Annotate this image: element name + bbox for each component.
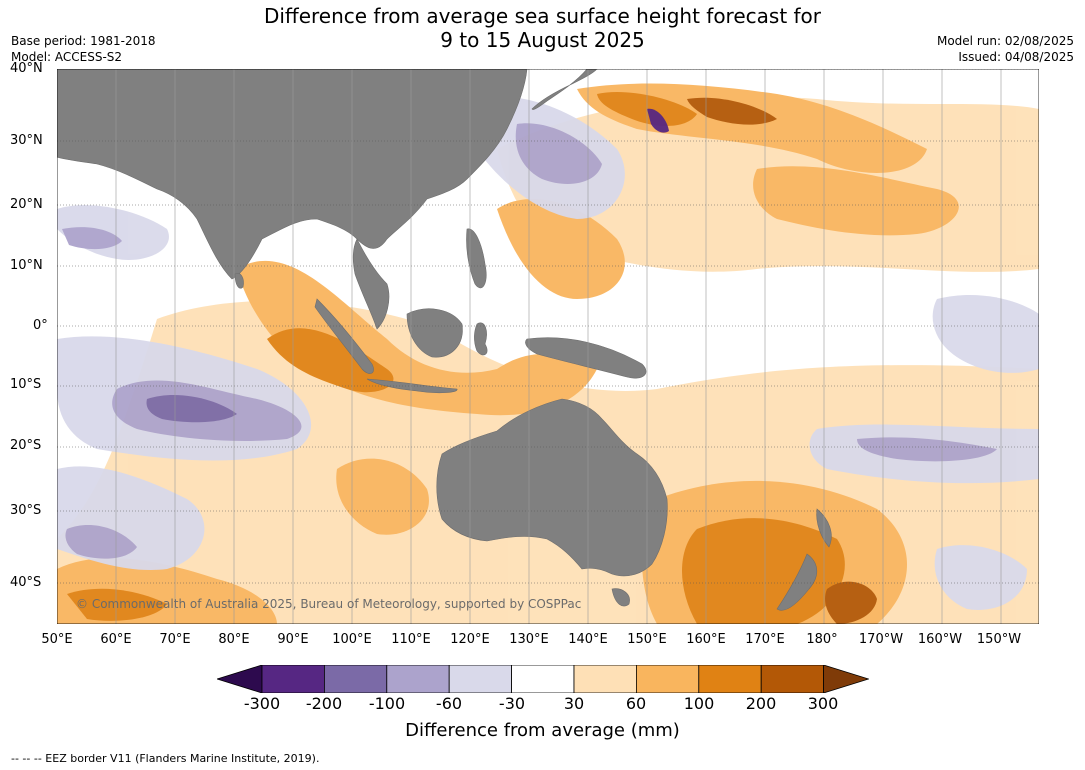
colorbar-segment	[324, 665, 388, 693]
lon-label: 100°E	[332, 632, 372, 647]
lat-label: 10°N	[10, 258, 43, 273]
asia-landmass	[57, 69, 528, 280]
colorbar-segment	[698, 665, 762, 693]
lon-label: 150°E	[627, 632, 667, 647]
colorbar-segment	[511, 665, 575, 693]
java-landmass	[366, 378, 458, 394]
colorbar-tick-label: 300	[807, 694, 839, 713]
anomaly-patch	[934, 545, 1027, 610]
australia-landmass	[436, 398, 668, 577]
colorbar-tick-label: 100	[683, 694, 715, 713]
lat-label: 30°S	[10, 503, 42, 518]
new-zealand-landmass	[776, 508, 832, 611]
colorbar-segment	[635, 665, 700, 693]
lat-label: 40°N	[10, 61, 43, 76]
anomaly-patch	[687, 97, 777, 125]
anomaly-patch	[647, 108, 669, 133]
colorbar-tick-label: -60	[435, 694, 463, 713]
colorbar-tick-label: -100	[368, 694, 406, 713]
anomaly-patch	[65, 525, 137, 559]
lon-label: 160°E	[686, 632, 726, 647]
sri-lanka-landmass	[234, 273, 244, 289]
lat-label: 10°S	[10, 377, 42, 392]
lon-label: 180°	[806, 632, 838, 647]
colorbar-tick-label: 60	[625, 694, 647, 713]
colorbar-tick-label: -200	[305, 694, 343, 713]
lon-label: 130°E	[509, 632, 549, 647]
colorbar	[217, 665, 869, 693]
lat-label: 20°N	[10, 197, 43, 212]
lon-label: 170°E	[745, 632, 785, 647]
lon-label: 70°E	[159, 632, 191, 647]
eez-footnote: -- -- -- EEZ border V11 (Flanders Marine…	[11, 752, 320, 765]
lon-label: 90°E	[277, 632, 309, 647]
colorbar-segment	[386, 665, 450, 693]
lon-label: 60°E	[100, 632, 132, 647]
base-info: Base period: 1981-2018 Model: ACCESS-S2	[11, 33, 156, 65]
colorbar-tick-label: 200	[745, 694, 777, 713]
anomaly-patch	[825, 581, 877, 624]
lon-label: 140°E	[568, 632, 608, 647]
new-guinea-landmass	[525, 337, 647, 379]
colorbar-tick-label: 30	[563, 694, 585, 713]
anomaly-patch	[67, 588, 167, 621]
colorbar-segment	[448, 665, 512, 693]
lat-label: 20°S	[10, 438, 42, 453]
sulawesi-landmass	[474, 322, 488, 356]
base-period: Base period: 1981-2018	[11, 34, 156, 48]
lon-label: 80°E	[218, 632, 250, 647]
anomaly-patch	[62, 227, 122, 250]
tasmania-landmass	[611, 588, 630, 607]
chart-title: Difference from average sea surface heig…	[0, 4, 1085, 52]
lon-label: 170°W	[858, 632, 904, 647]
colorbar-max-extension	[823, 665, 869, 693]
lon-label: 150°W	[976, 632, 1022, 647]
colorbar-title: Difference from average (mm)	[405, 720, 680, 741]
lon-label: 160°W	[917, 632, 963, 647]
philippines-landmass	[466, 228, 487, 289]
colorbar-segment	[261, 665, 325, 693]
colorbar-segment	[760, 665, 825, 693]
run-info: Model run: 02/08/2025 Issued: 04/08/2025	[937, 33, 1074, 65]
anomaly-patch	[336, 458, 429, 535]
lat-label: 0°	[33, 318, 48, 333]
sumatra-landmass	[314, 298, 374, 374]
colorbar-tick-label: -300	[243, 694, 281, 713]
title-line-2: 9 to 15 August 2025	[440, 28, 645, 52]
anomaly-patch	[146, 394, 237, 423]
map-area	[57, 69, 1039, 624]
colorbar-segment	[573, 665, 637, 693]
lon-label: 110°E	[391, 632, 431, 647]
anomaly-patch	[932, 294, 1039, 373]
anomaly-patch	[682, 518, 845, 624]
land-layer	[57, 69, 832, 611]
japan-landmass	[531, 69, 598, 110]
lon-label: 50°E	[41, 632, 73, 647]
meridians	[115, 69, 1002, 624]
issued-date: Issued: 04/08/2025	[958, 50, 1074, 64]
model-name: Model: ACCESS-S2	[11, 50, 123, 64]
anomaly-patch	[857, 437, 997, 462]
anomaly-patch	[753, 166, 959, 236]
indochina-landmass	[352, 238, 390, 330]
copyright-notice: © Commonwealth of Australia 2025, Bureau…	[76, 597, 582, 611]
borneo-landmass	[406, 308, 463, 358]
anomaly-patch	[267, 328, 394, 393]
lon-label: 120°E	[450, 632, 490, 647]
lat-label: 30°N	[10, 133, 43, 148]
title-line-1: Difference from average sea surface heig…	[263, 4, 822, 28]
colorbar-tick-label: -30	[498, 694, 526, 713]
anomaly-patch	[515, 123, 602, 184]
model-run: Model run: 02/08/2025	[936, 34, 1074, 48]
colorbar-min-extension	[217, 665, 263, 693]
lat-label: 40°S	[10, 575, 42, 590]
